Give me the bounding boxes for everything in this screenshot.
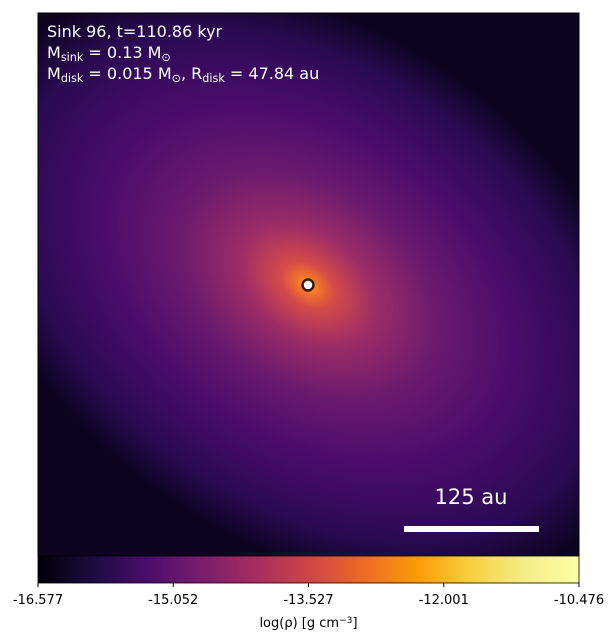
subscript: ⊙ <box>161 51 170 64</box>
text-part: = 47.84 au <box>225 64 319 83</box>
x-tick-label: -15.052 <box>148 593 198 608</box>
scale-bar-label: 125 au <box>435 485 508 509</box>
text-part: , R <box>181 64 202 83</box>
x-tick-label: -16.577 <box>13 593 63 608</box>
text-part: Sink 96, t=110.86 kyr <box>47 22 223 41</box>
sink-marker <box>301 278 315 292</box>
x-tick-label: -12.001 <box>419 593 469 608</box>
subscript: sink <box>61 51 84 64</box>
x-tick-label: -10.476 <box>554 593 604 608</box>
text-part: M <box>47 64 61 83</box>
subscript: ⊙ <box>172 72 181 85</box>
text-part: M <box>47 43 61 62</box>
colorbar <box>37 555 580 584</box>
annotation: Msink = 0.13 M⊙ <box>47 43 171 64</box>
text-part: log(ρ) [g cm <box>259 616 339 631</box>
subscript: disk <box>61 72 84 85</box>
x-tick-label: -13.527 <box>283 593 333 608</box>
text-part: ] <box>352 616 357 631</box>
subscript: disk <box>202 72 225 85</box>
text-part: = 0.13 M <box>83 43 161 62</box>
colorbar-label: log(ρ) [g cm−3] <box>259 616 357 631</box>
supscript: −3 <box>339 616 353 626</box>
annotation: Sink 96, t=110.86 kyr <box>47 22 223 41</box>
annotation: Mdisk = 0.015 M⊙, Rdisk = 47.84 au <box>47 64 319 85</box>
text-part: = 0.015 M <box>83 64 171 83</box>
